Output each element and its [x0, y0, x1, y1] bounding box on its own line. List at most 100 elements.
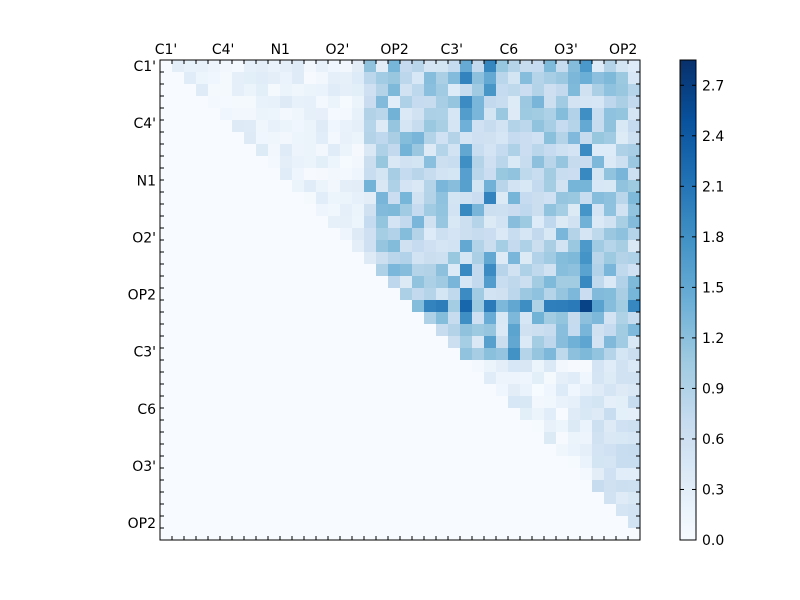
- heatmap-cell: [532, 336, 545, 349]
- heatmap-cell: [328, 156, 341, 169]
- heatmap-cell: [184, 156, 197, 169]
- heatmap-cell: [172, 216, 185, 229]
- heatmap-cell: [508, 132, 521, 145]
- heatmap-cell: [340, 408, 353, 421]
- heatmap-cell: [520, 288, 533, 301]
- heatmap-cell: [448, 300, 461, 313]
- heatmap-cell: [244, 96, 257, 109]
- heatmap-cell: [616, 240, 629, 253]
- heatmap-cell: [244, 156, 257, 169]
- heatmap-cell: [352, 432, 365, 445]
- heatmap-cell: [364, 492, 377, 505]
- heatmap-cell: [208, 456, 221, 469]
- heatmap-cell: [496, 480, 509, 493]
- heatmap-cell: [340, 216, 353, 229]
- heatmap-cell: [436, 84, 449, 97]
- heatmap-cell: [292, 324, 305, 337]
- heatmap-cell: [520, 108, 533, 121]
- heatmap-cell: [424, 192, 437, 205]
- heatmap-cell: [220, 264, 233, 277]
- heatmap-cell: [220, 408, 233, 421]
- heatmap-cell: [184, 516, 197, 529]
- heatmap-cell: [268, 156, 281, 169]
- heatmap-cell: [364, 144, 377, 157]
- heatmap-cell: [256, 120, 269, 133]
- heatmap-cell: [364, 264, 377, 277]
- heatmap-cell: [460, 504, 473, 517]
- heatmap-cell: [376, 60, 389, 73]
- heatmap-cell: [424, 456, 437, 469]
- heatmap-cell: [316, 132, 329, 145]
- heatmap-cell: [412, 420, 425, 433]
- heatmap-cell: [352, 108, 365, 121]
- heatmap-cell: [628, 264, 641, 277]
- heatmap-cell: [460, 156, 473, 169]
- heatmap-cell: [352, 312, 365, 325]
- heatmap-cell: [292, 204, 305, 217]
- heatmap-cell: [340, 120, 353, 133]
- heatmap-cell: [532, 528, 545, 541]
- heatmap-cell: [280, 420, 293, 433]
- heatmap-cell: [388, 288, 401, 301]
- heatmap-cell: [556, 156, 569, 169]
- heatmap-cell: [508, 396, 521, 409]
- heatmap-cell: [292, 504, 305, 517]
- heatmap-cell: [628, 300, 641, 313]
- heatmap-cell: [376, 336, 389, 349]
- heatmap-cell: [328, 216, 341, 229]
- heatmap-cell: [544, 204, 557, 217]
- heatmap-cell: [364, 456, 377, 469]
- heatmap-cell: [436, 252, 449, 265]
- heatmap-cell: [388, 228, 401, 241]
- heatmap-cell: [448, 384, 461, 397]
- heatmap-cell: [196, 312, 209, 325]
- heatmap-cell: [184, 468, 197, 481]
- heatmap-cell: [244, 396, 257, 409]
- heatmap-cell: [628, 408, 641, 421]
- heatmap-cell: [436, 96, 449, 109]
- heatmap-cell: [436, 408, 449, 421]
- heatmap-cell: [436, 60, 449, 73]
- heatmap-cell: [292, 108, 305, 121]
- heatmap-cell: [424, 288, 437, 301]
- heatmap-cell: [328, 96, 341, 109]
- heatmap-cell: [184, 360, 197, 373]
- heatmap-cell: [556, 228, 569, 241]
- heatmap-cell: [460, 408, 473, 421]
- heatmap-cell: [484, 228, 497, 241]
- heatmap-cell: [268, 372, 281, 385]
- heatmap-cell: [172, 336, 185, 349]
- heatmap-cell: [364, 180, 377, 193]
- heatmap-cell: [208, 396, 221, 409]
- heatmap-cell: [388, 252, 401, 265]
- heatmap-cell: [568, 528, 581, 541]
- heatmap-cell: [196, 348, 209, 361]
- heatmap-cell: [304, 300, 317, 313]
- heatmap-cell: [376, 384, 389, 397]
- heatmap-cell: [520, 480, 533, 493]
- heatmap-cell: [484, 492, 497, 505]
- heatmap-cell: [304, 528, 317, 541]
- heatmap-cell: [616, 456, 629, 469]
- heatmap-cell: [568, 72, 581, 85]
- heatmap-cell: [592, 432, 605, 445]
- heatmap-cell: [244, 228, 257, 241]
- heatmap-cell: [172, 384, 185, 397]
- heatmap-cell: [328, 240, 341, 253]
- heatmap-cell: [256, 468, 269, 481]
- heatmap-cell: [208, 384, 221, 397]
- heatmap-cell: [592, 240, 605, 253]
- heatmap-cell: [436, 132, 449, 145]
- heatmap-cell: [556, 468, 569, 481]
- heatmap-cell: [436, 192, 449, 205]
- heatmap-cell: [424, 300, 437, 313]
- heatmap-cell: [508, 348, 521, 361]
- heatmap-cell: [400, 228, 413, 241]
- heatmap-cell: [256, 240, 269, 253]
- heatmap-cell: [184, 312, 197, 325]
- heatmap-cell: [544, 372, 557, 385]
- heatmap-cell: [544, 240, 557, 253]
- heatmap-cell: [508, 180, 521, 193]
- heatmap-cell: [364, 468, 377, 481]
- heatmap-cell: [280, 504, 293, 517]
